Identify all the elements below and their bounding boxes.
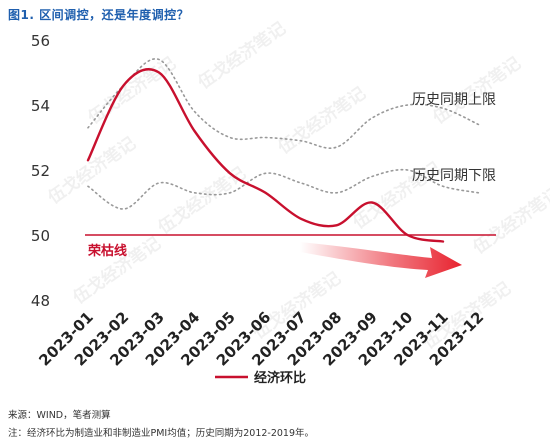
watermark-layer: 伍戈经济笔记 伍戈经济笔记伍戈经济笔记伍戈经济笔记伍戈经济笔记伍戈经济笔记伍戈经济… bbox=[43, 18, 550, 354]
watermark-text: 伍戈经济笔记 bbox=[83, 53, 179, 129]
y-tick-label: 50 bbox=[31, 227, 50, 245]
source-note: 来源：WIND，笔者测算 bbox=[8, 410, 111, 421]
y-tick-label: 54 bbox=[31, 97, 50, 115]
legend: 经济环比 bbox=[215, 370, 306, 386]
watermark-text: 伍戈经济笔记 bbox=[43, 133, 139, 209]
series-layer: 荣枯线 bbox=[85, 58, 496, 259]
watermark-text: 伍戈经济笔记 bbox=[193, 18, 289, 94]
reference-line-label: 荣枯线 bbox=[87, 243, 127, 259]
downtrend-arrow bbox=[300, 242, 462, 278]
footnote: 注：经济环比为制造业和非制造业PMI均值；历史同期为2012-2019年。 bbox=[8, 428, 315, 439]
figure-title: 图1. 区间调控，还是年度调控？ bbox=[8, 8, 190, 22]
watermark-text: 伍戈经济笔记 bbox=[273, 83, 369, 159]
watermark-text: 伍戈经济笔记 bbox=[468, 183, 550, 259]
y-tick-label: 56 bbox=[31, 32, 50, 50]
y-tick-label: 52 bbox=[31, 162, 50, 180]
series-line-economy bbox=[86, 68, 445, 243]
watermark-text: 伍戈经济笔记 bbox=[428, 53, 524, 129]
annotation-upper-bound: 历史同期上限 bbox=[412, 92, 496, 108]
series-line-upper-bound bbox=[87, 58, 480, 149]
annotation-lower-bound: 历史同期下限 bbox=[412, 168, 496, 184]
series-line-lower-bound bbox=[87, 168, 480, 210]
y-axis: 48 50 52 54 56 bbox=[31, 32, 50, 310]
watermark-text: 伍戈经济笔记 bbox=[153, 163, 249, 239]
legend-label: 经济环比 bbox=[254, 370, 306, 386]
line-chart: 伍戈经济笔记 伍戈经济笔记伍戈经济笔记伍戈经济笔记伍戈经济笔记伍戈经济笔记伍戈经济… bbox=[31, 18, 550, 386]
y-tick-label: 48 bbox=[31, 292, 50, 310]
